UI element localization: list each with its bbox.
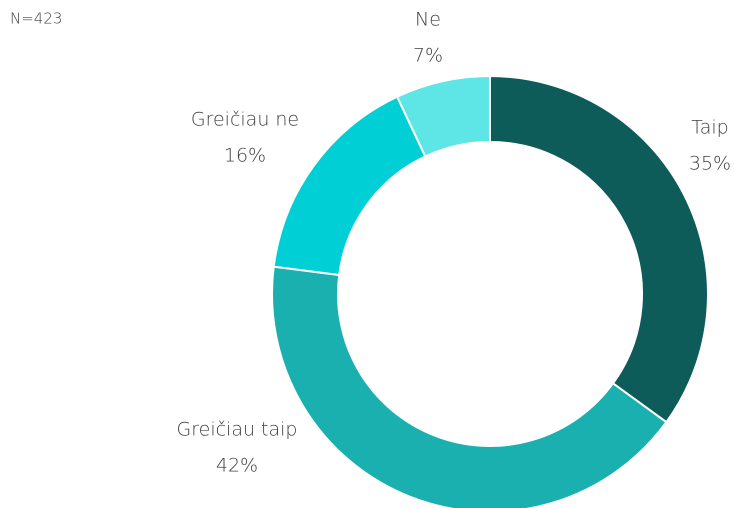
segment-value: 35% (689, 153, 731, 175)
segment-label: Ne (415, 9, 441, 31)
segment-value: 7% (413, 45, 443, 67)
donut-segment (489, 74, 709, 424)
segment-value: 42% (216, 455, 258, 477)
segment-value: 16% (224, 145, 266, 167)
segment-label: Greičiau taip (177, 419, 298, 441)
segment-label: Greičiau ne (191, 109, 299, 131)
segment-label: Taip (691, 117, 728, 139)
note: N=423 (10, 10, 62, 28)
donut-segment (395, 74, 491, 158)
donut-segment (271, 265, 668, 508)
